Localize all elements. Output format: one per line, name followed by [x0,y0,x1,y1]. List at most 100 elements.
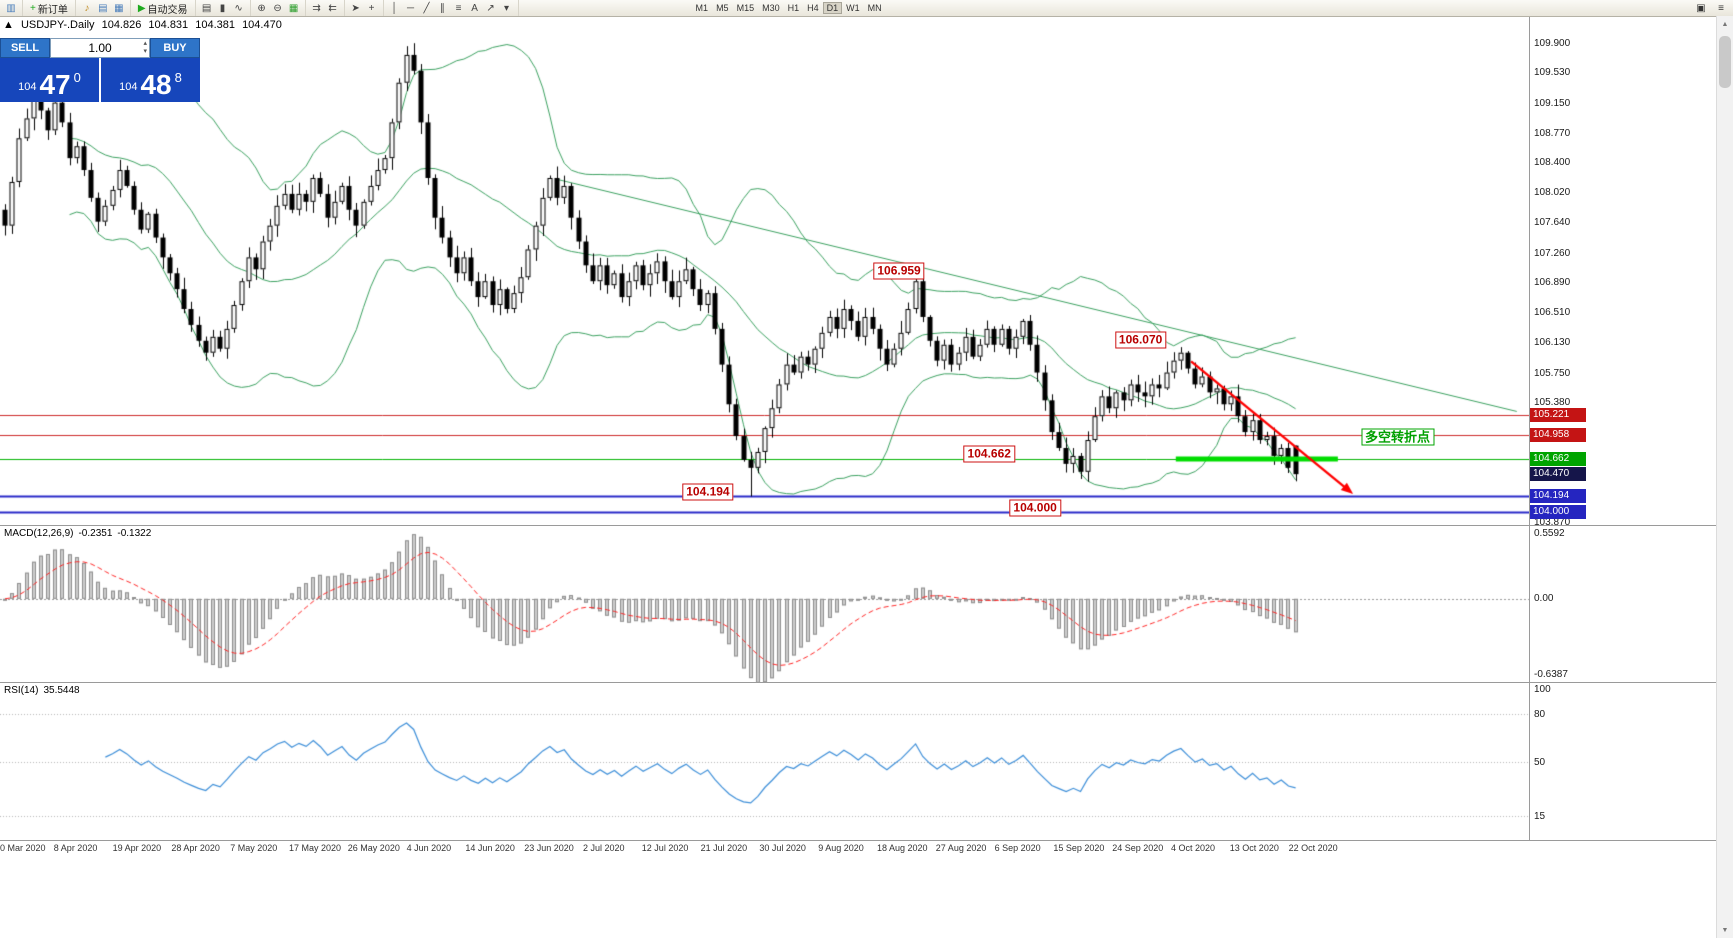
zoom-out-icon[interactable]: ⊖ [273,2,282,14]
sell-button[interactable]: SELL [0,38,50,58]
rsi-tick: 50 [1534,756,1546,768]
scrollbar-down-icon[interactable]: ▼ [1721,926,1729,934]
timeframe-w1[interactable]: W1 [846,3,860,13]
alert-sound-icon[interactable]: ♪ [84,2,90,14]
tile-windows-icon[interactable]: ▦ [288,2,299,14]
chart-annotation[interactable]: 104.194 [682,483,734,501]
horizontal-line-icon[interactable]: ─ [407,2,415,14]
timeframe-m30[interactable]: M30 [762,3,780,13]
separator-macd-rsi[interactable] [0,682,1717,683]
timeframe-h4[interactable]: H4 [807,3,819,13]
price-axis: 109.900 109.530 109.150 108.770 108.400 108.0… [1530,16,1610,528]
candlestick-chart[interactable] [0,16,1529,525]
scrollbar-up-icon[interactable]: ▲ [1721,20,1729,28]
arrows-tool-icon[interactable]: ↗ [486,2,495,14]
buy-price-sup: 8 [174,70,182,85]
chart-annotation[interactable]: 104.000 [1009,499,1061,517]
timeframe-d1[interactable]: D1 [822,2,843,14]
timeframe-m15[interactable]: M15 [736,3,755,13]
date-label: 8 Apr 2020 [53,843,98,853]
macd-label: MACD(12,26,9) -0.2351 -0.1322 [4,528,156,539]
fibonacci-icon[interactable]: ≡ [455,2,462,14]
new-order-button[interactable]: + 新订单 [26,1,72,16]
volume-spinner[interactable]: ▴ ▾ [143,40,147,56]
timeframe-mn[interactable]: MN [867,3,882,13]
sell-price-button[interactable]: 104 47 0 [0,58,99,102]
timeframe-m5[interactable]: M5 [716,3,729,13]
candle-chart-icon[interactable]: ▮ [219,2,226,14]
toolbar-group: ⇉ ⇇ [306,0,345,16]
auto-trading-button-icon: ▶ [137,2,146,14]
text-tool-icon[interactable]: A [471,2,478,14]
toolbar-group: ▤ ▮ ∿ [196,0,251,16]
date-label: 4 Jun 2020 [406,843,452,853]
rsi-panel: RSI(14) 35.5448 [0,683,1529,840]
trade-widget-price-row: 104 47 0 104 48 8 [0,58,200,102]
macd-value-main: -0.2351 [78,528,113,539]
line-chart-icon[interactable]: ∿ [234,2,243,14]
macd-chart[interactable] [0,526,1529,682]
price-tick: 103.870 [1534,516,1571,528]
sell-price-prefix: 104 [18,81,37,93]
chart-annotation[interactable]: 104.662 [963,445,1015,463]
date-label: 12 Jul 2020 [641,843,689,853]
bar-chart-icon[interactable]: ▤ [201,2,212,14]
price-badge: 104.000 [1530,504,1586,519]
trendline-icon[interactable]: ╱ [423,2,430,14]
auto-trading-button[interactable]: ▶ 自动交易 [134,1,192,16]
cursor-icon[interactable]: ➤ [351,2,360,14]
zoom-in-icon[interactable]: ⊕ [257,2,266,14]
separator-chart-macd[interactable] [0,525,1717,526]
chart-annotation[interactable]: 多空转折点 [1360,428,1435,446]
top-toolbar: ▥ + 新订单 ♪ ▤ ▦ ▶ 自动交易 ▤ ▮ ∿ ⊕ ⊖ ▦ ⇉ ⇇ ➤ + │ ─ ╱ ∥ ≡ A ↗ ▾ M1 M5 M15 M… [0,0,1733,17]
separator-plot-axis [1529,16,1530,841]
date-label: 15 Sep 2020 [1053,843,1105,853]
market-watch-icon[interactable]: ▤ [98,2,108,14]
buy-price-button[interactable]: 104 48 8 [101,58,200,102]
macd-value-signal: -0.1322 [117,528,152,539]
new-chart-icon[interactable]: ▥ [6,2,16,14]
chart-shift-icon[interactable]: ⇇ [328,2,337,14]
toolbar-right-icons: ▣ ≡ [1693,1,1729,15]
chart-annotations-layer: 106.959 106.070 104.662 104.194 104.000 多空转折点 [0,16,1529,525]
toolbar-menu-icon[interactable]: ≡ [1718,2,1724,14]
auto-scroll-icon[interactable]: ⇉ [312,2,321,14]
new-order-button-label: 新订单 [37,4,68,16]
date-label: 13 Oct 2020 [1229,843,1279,853]
channel-icon[interactable]: ∥ [440,2,446,14]
date-axis: 30 Mar 2020 8 Apr 2020 19 Apr 2020 28 Apr 2… [0,841,1717,857]
scrollbar-thumb[interactable] [1719,36,1731,88]
toolbar-group: ➤ + [345,0,384,16]
price-tick: 109.150 [1534,97,1571,109]
volume-field[interactable]: 1.00 ▴ ▾ [50,38,150,58]
date-label: 2 Jul 2020 [583,843,625,853]
macd-tick: 0.5592 [1534,528,1565,539]
timeframe-h1[interactable]: H1 [787,3,800,13]
chart-annotation[interactable]: 106.959 [873,262,925,280]
price-tick: 108.400 [1534,157,1571,169]
chart-annotation[interactable]: 106.070 [1114,331,1167,349]
shapes-dropdown-icon[interactable]: ▾ [504,2,510,14]
date-label: 18 Aug 2020 [877,843,928,853]
spin-down-icon: ▾ [143,48,147,55]
macd-tick: 0.00 [1534,592,1554,604]
rsi-chart[interactable] [0,683,1529,840]
date-label: 30 Jul 2020 [759,843,806,853]
rsi-label: RSI(14) 35.5448 [4,685,85,696]
window-list-icon[interactable]: ▣ [1696,2,1706,14]
buy-button[interactable]: BUY [150,38,200,58]
vertical-line-icon[interactable]: │ [391,2,398,14]
data-window-icon[interactable]: ▦ [114,2,124,14]
sell-price-sup: 0 [73,70,81,85]
vertical-scrollbar[interactable]: ▲ ▼ [1716,16,1733,938]
date-label: 14 Jun 2020 [465,843,515,853]
price-badge: 104.662 [1530,451,1586,466]
crosshair-icon[interactable]: + [368,2,375,14]
rsi-title: RSI(14) [4,685,39,696]
price-tick: 109.900 [1534,37,1571,49]
rsi-tick: 100 [1534,684,1551,695]
toolbar-group: ♪ ▤ ▦ [76,0,131,16]
toolbar-group: ▶ 自动交易 [131,0,196,16]
rsi-tick: 15 [1534,811,1546,823]
timeframe-m1[interactable]: M1 [695,3,709,13]
